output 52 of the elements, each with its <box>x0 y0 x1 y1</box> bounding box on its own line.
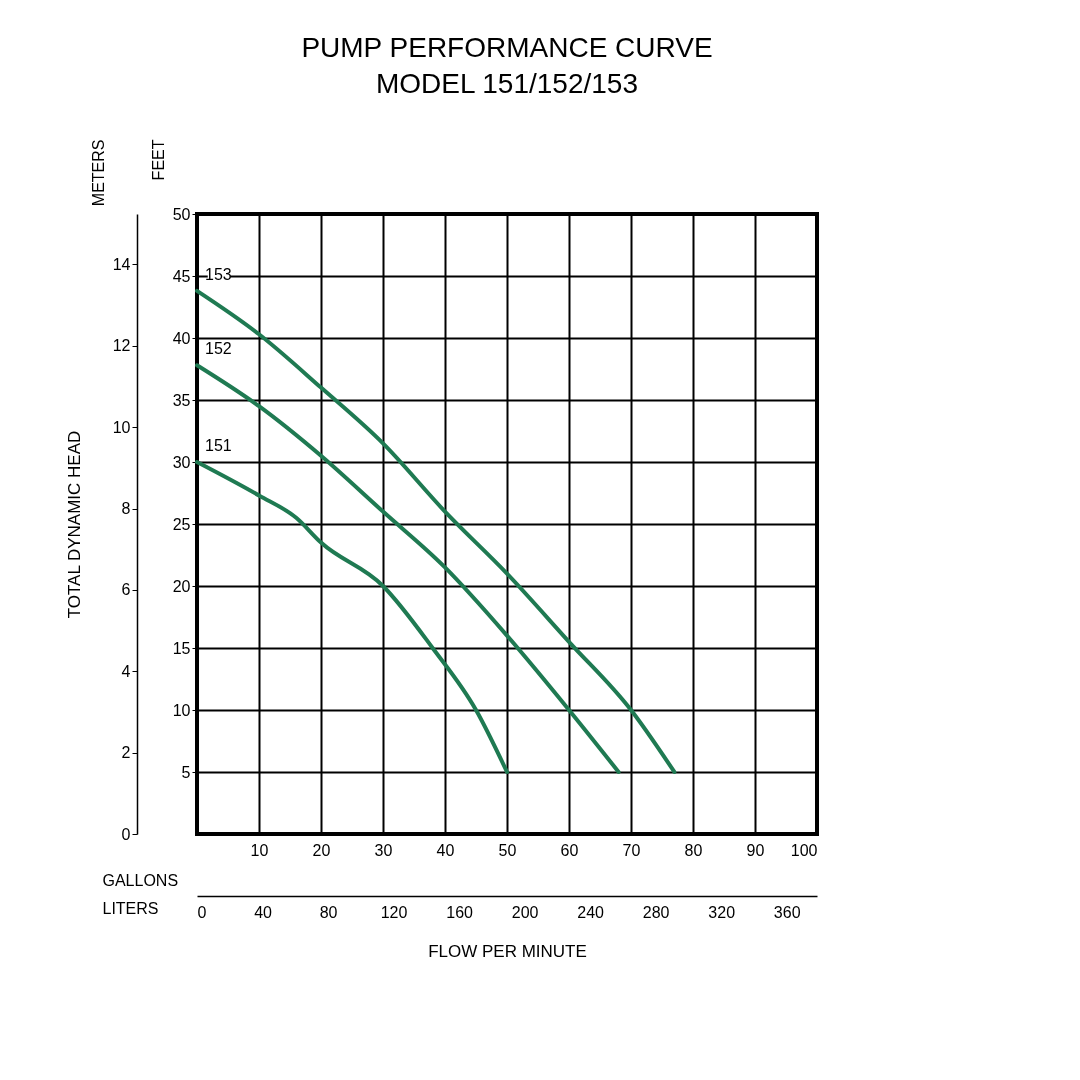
y-tick-label: 40 <box>172 329 191 347</box>
y-tick-label: 20 <box>172 577 191 595</box>
x2-tick-label: 280 <box>642 903 670 921</box>
y-tick-label: 5 <box>181 763 191 781</box>
x2-tick-label: 0 <box>197 903 207 921</box>
x-tick-label: 90 <box>746 841 765 859</box>
line-series <box>195 288 677 774</box>
y-tick-label: 30 <box>172 453 191 471</box>
text: FLOW PER MINUTE <box>428 941 587 961</box>
x2-tick-label: 160 <box>446 903 474 921</box>
x2-tick-label: 240 <box>577 903 605 921</box>
y2-tick-label: 14 <box>112 255 131 273</box>
y2-tick-label: 8 <box>121 500 131 518</box>
y-tick-label: 50 <box>172 205 191 223</box>
x2-axis-title: LITERS <box>102 899 159 917</box>
x2-tick-label: 200 <box>511 903 539 921</box>
chart-title: PUMP PERFORMANCE CURVE <box>301 32 713 63</box>
x2-tick-label: 40 <box>254 903 273 921</box>
text: TOTAL DYNAMIC HEAD <box>64 430 84 619</box>
y2-tick-label: 10 <box>112 418 131 436</box>
x-tick-label: 20 <box>312 841 331 859</box>
x-tick-label: 30 <box>374 841 393 859</box>
y-tick-label: 35 <box>172 391 191 409</box>
series-label: 151 <box>205 437 232 454</box>
x-tick-label: 70 <box>622 841 641 859</box>
x-tick-label: 100 <box>790 841 818 859</box>
x-tick-label: 60 <box>560 841 579 859</box>
x-tick-label: 80 <box>684 841 703 859</box>
y-tick-label: 25 <box>172 515 191 533</box>
series-label: 153 <box>205 265 232 283</box>
y-axis-title: FEET <box>149 139 167 181</box>
y2-tick-label: 4 <box>121 662 131 680</box>
x-tick-label: 10 <box>250 841 269 859</box>
line-series <box>195 363 621 774</box>
y2-axis-title: METERS <box>89 139 107 207</box>
y2-tick-label: 2 <box>121 744 131 762</box>
x2-tick-label: 320 <box>708 903 736 921</box>
y-tick-label: 15 <box>172 639 191 657</box>
x-axis-title: GALLONS <box>102 871 179 889</box>
x2-tick-label: 80 <box>319 903 338 921</box>
x-tick-label: 40 <box>436 841 455 859</box>
y2-tick-label: 6 <box>121 581 131 599</box>
line-series <box>195 460 509 774</box>
chart-subtitle: MODEL 151/152/153 <box>375 68 639 99</box>
x2-tick-label: 360 <box>773 903 801 921</box>
x2-tick-label: 120 <box>380 903 408 921</box>
y-tick-label: 10 <box>172 701 191 719</box>
y2-tick-label: 0 <box>121 825 131 843</box>
series-label: 152 <box>205 340 232 358</box>
y-tick-label: 45 <box>172 267 191 285</box>
y2-tick-label: 12 <box>112 337 131 355</box>
x-tick-label: 50 <box>498 841 517 859</box>
